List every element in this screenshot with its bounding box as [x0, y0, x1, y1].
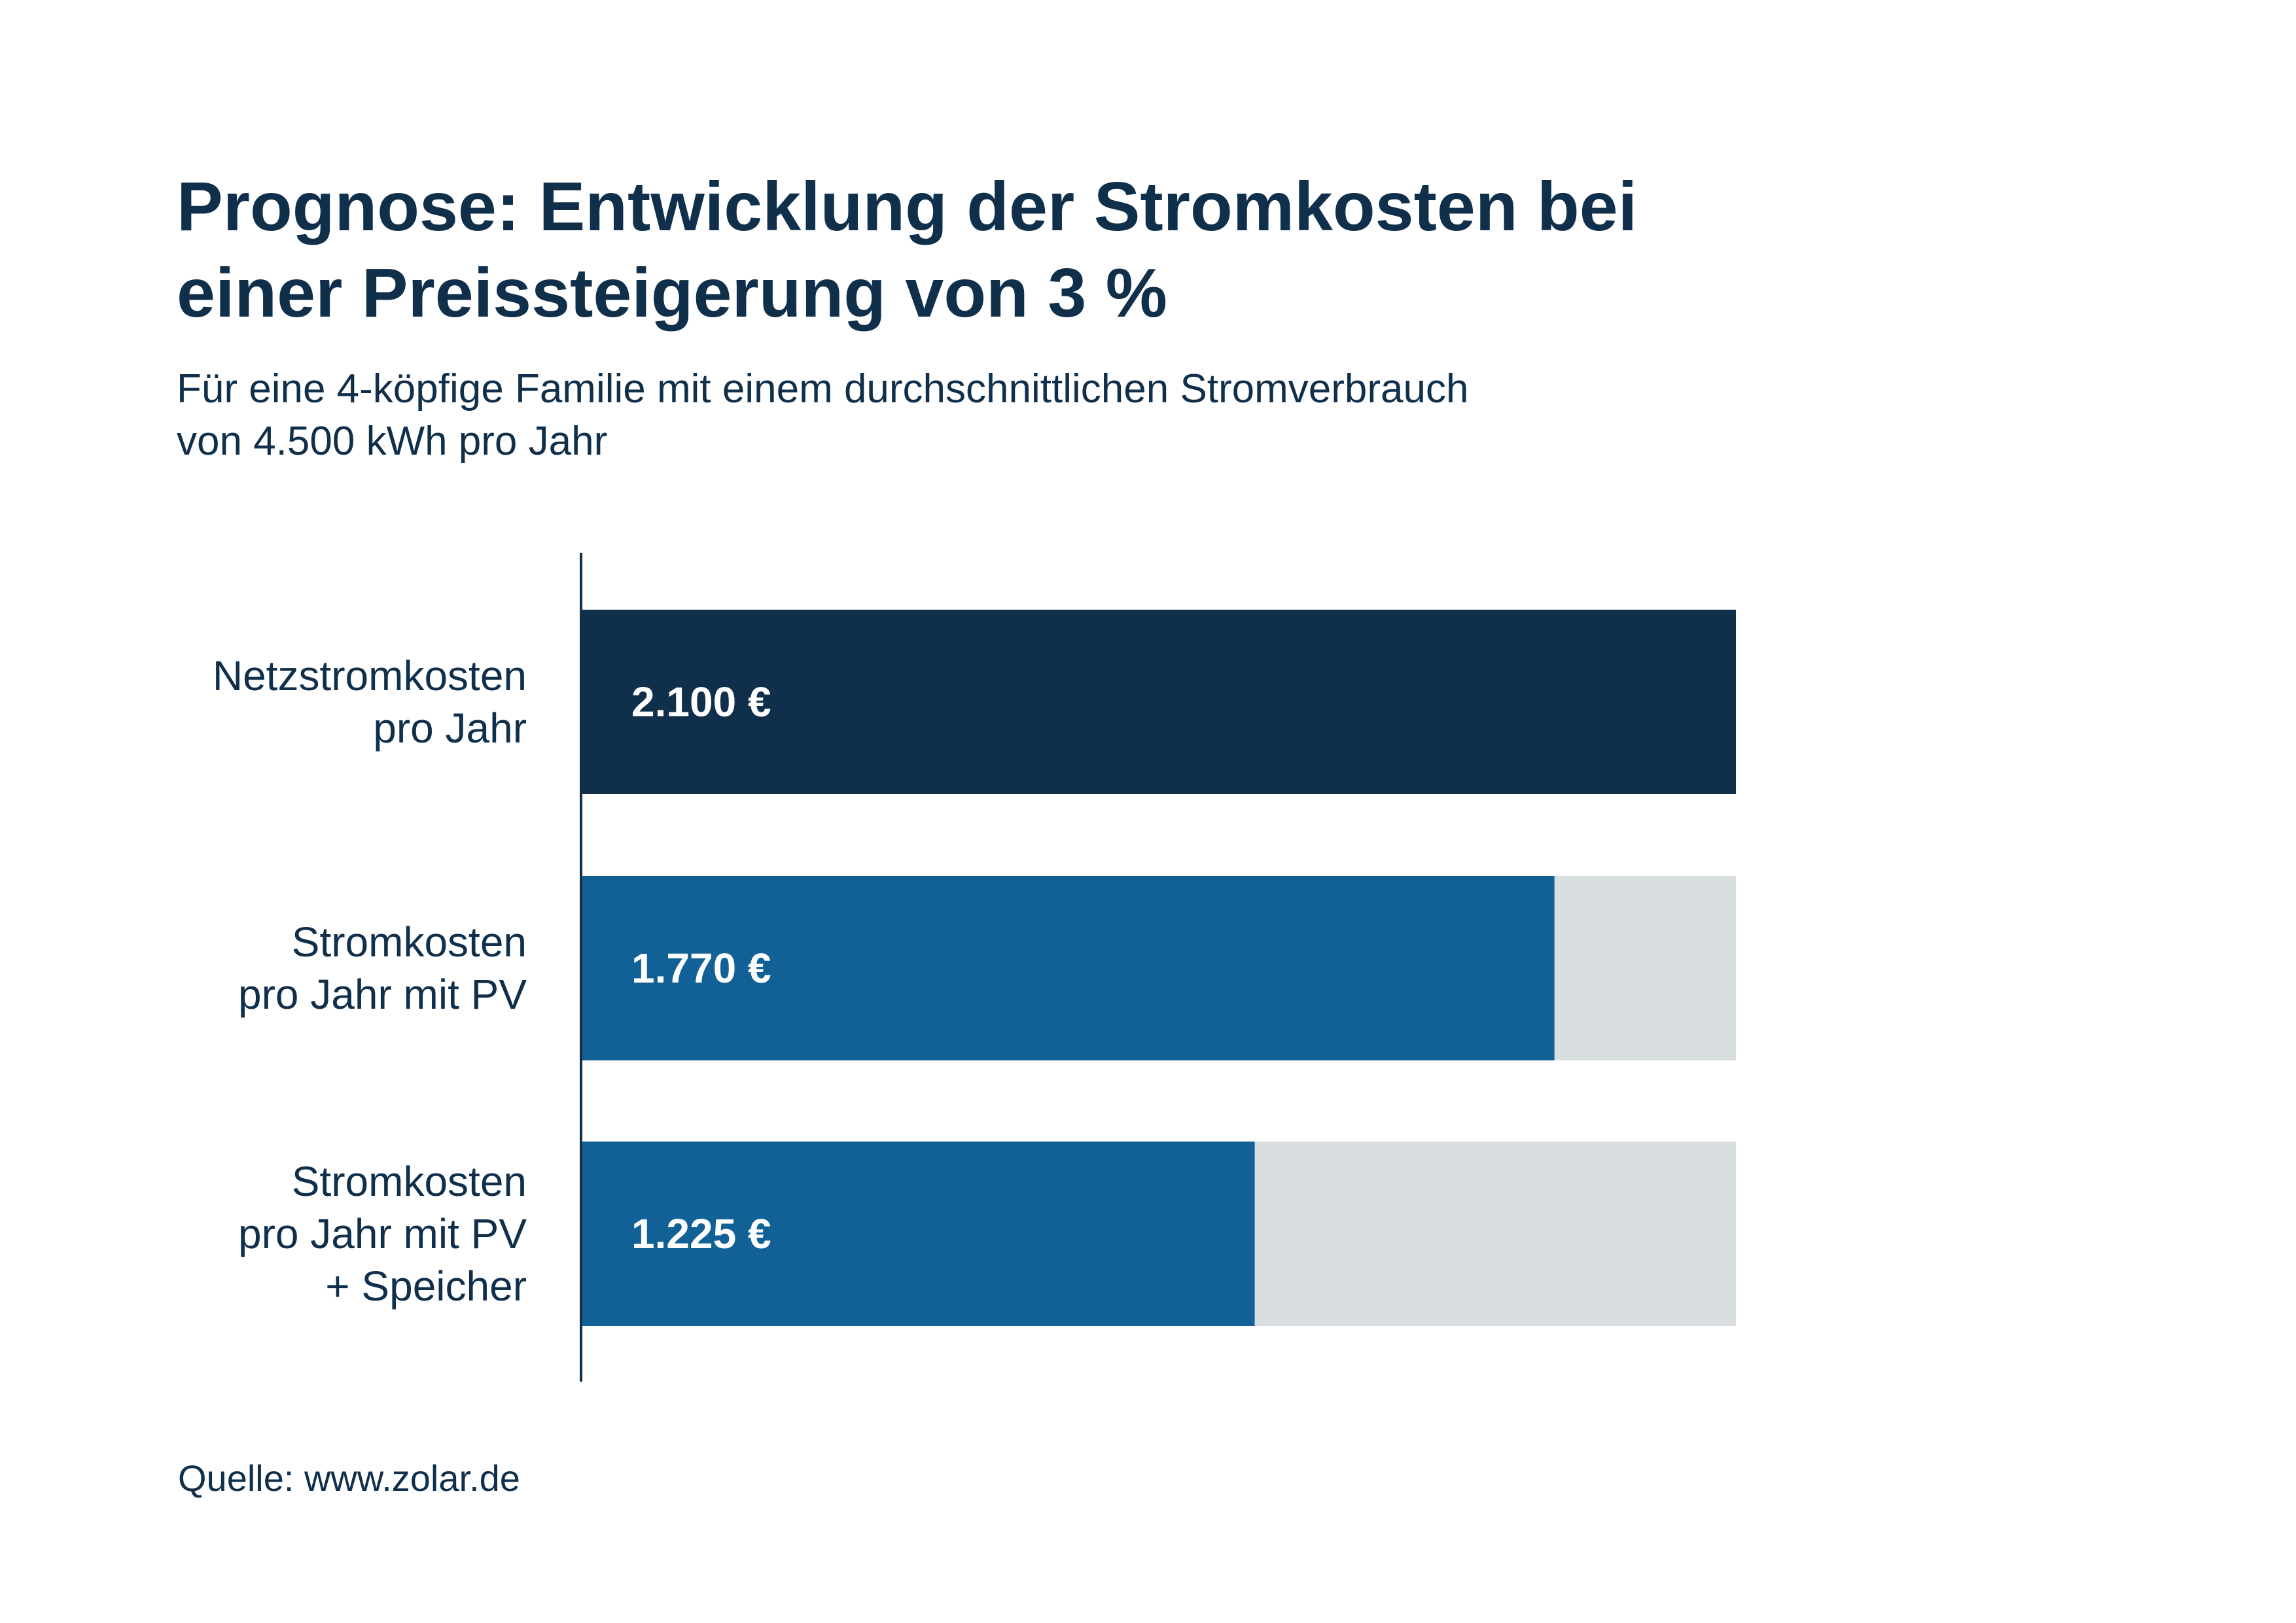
category-label-2-line-2: pro Jahr mit PV [238, 971, 527, 1018]
source-note: Quelle: www.zolar.de [178, 1457, 520, 1499]
chart-subtitle-line-2: von 4.500 kWh pro Jahr [177, 419, 608, 464]
bar-value-label-3: 1.225 € [631, 1210, 771, 1257]
bar-3 [581, 1142, 1255, 1326]
category-label-1-line-1: Netzstromkosten [213, 652, 527, 699]
category-label-3-line-1: Stromkosten [292, 1158, 527, 1205]
chart-title-line-1: Prognose: Entwicklung der Stromkosten be… [177, 168, 1638, 245]
chart-subtitle: Für eine 4-köpfige Familie mit einem dur… [177, 363, 1812, 468]
chart-title-line-2: einer Preissteigerung von 3 % [177, 254, 1167, 332]
category-label-2-line-1: Stromkosten [292, 918, 527, 966]
chart-title: Prognose: Entwicklung der Stromkosten be… [177, 164, 1747, 336]
category-label-1-line-2: pro Jahr [373, 705, 527, 752]
bar-value-label-1: 2.100 € [631, 678, 771, 725]
category-label-3-line-3: + Speicher [325, 1263, 527, 1310]
bar-1 [581, 610, 1736, 794]
bar-2 [581, 876, 1555, 1060]
chart-subtitle-line-1: Für eine 4-köpfige Familie mit einem dur… [177, 366, 1469, 411]
category-label-3-line-2: pro Jahr mit PV [238, 1210, 527, 1257]
bar-value-label-2: 1.770 € [631, 945, 771, 992]
